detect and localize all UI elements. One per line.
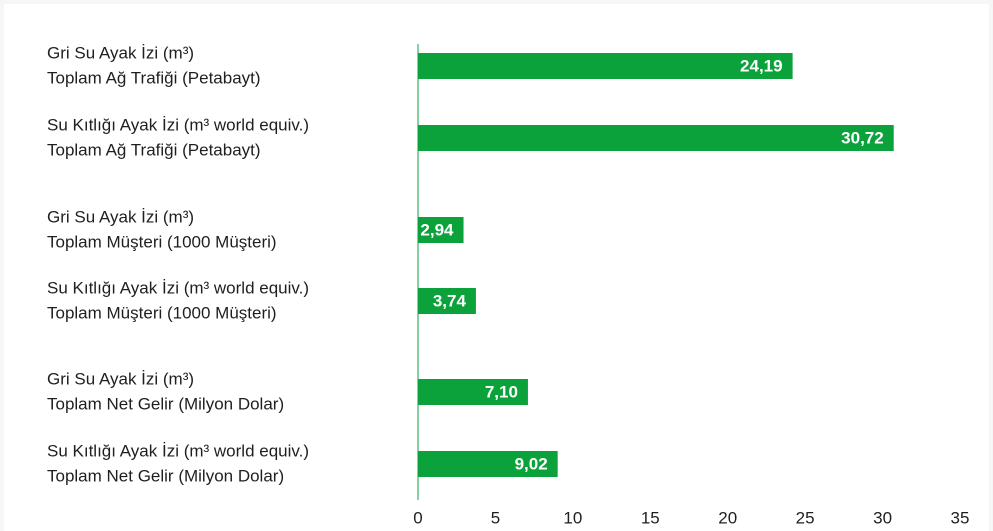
- x-tick-label: 15: [641, 508, 660, 527]
- x-tick-label: 30: [873, 508, 892, 527]
- category-label: Toplam Ağ Trafiği (Petabayt): [47, 140, 261, 159]
- value-label: 9,02: [515, 454, 548, 473]
- x-tick-label: 10: [563, 508, 582, 527]
- category-label: Su Kıtlığı Ayak İzi (m³ world equiv.): [47, 115, 309, 134]
- x-tick-label: 20: [718, 508, 737, 527]
- bar: [418, 379, 528, 405]
- panel: [4, 4, 989, 531]
- bar: [418, 125, 894, 151]
- category-label: Toplam Müşteri (1000 Müşteri): [47, 232, 277, 251]
- category-label: Toplam Net Gelir (Milyon Dolar): [47, 466, 284, 485]
- x-tick-label: 35: [951, 508, 970, 527]
- category-label: Su Kıtlığı Ayak İzi (m³ world equiv.): [47, 278, 309, 297]
- x-tick-label: 0: [413, 508, 422, 527]
- value-label: 24,19: [740, 56, 783, 75]
- category-label: Su Kıtlığı Ayak İzi (m³ world equiv.): [47, 441, 309, 460]
- value-label: 2,94: [420, 220, 454, 239]
- category-label: Gri Su Ayak İzi (m³): [47, 43, 194, 62]
- bar: [418, 451, 558, 477]
- value-label: 7,10: [485, 382, 518, 401]
- x-tick-label: 5: [491, 508, 500, 527]
- category-label: Gri Su Ayak İzi (m³): [47, 207, 194, 226]
- bar: [418, 288, 476, 314]
- value-label: 30,72: [841, 128, 884, 147]
- bar: [418, 217, 464, 243]
- category-label: Toplam Net Gelir (Milyon Dolar): [47, 394, 284, 413]
- category-label: Toplam Müşteri (1000 Müşteri): [47, 303, 277, 322]
- x-tick-label: 25: [796, 508, 815, 527]
- category-label: Gri Su Ayak İzi (m³): [47, 369, 194, 388]
- bar: [418, 53, 793, 79]
- category-label: Toplam Ağ Trafiği (Petabayt): [47, 68, 261, 87]
- value-label: 3,74: [433, 291, 467, 310]
